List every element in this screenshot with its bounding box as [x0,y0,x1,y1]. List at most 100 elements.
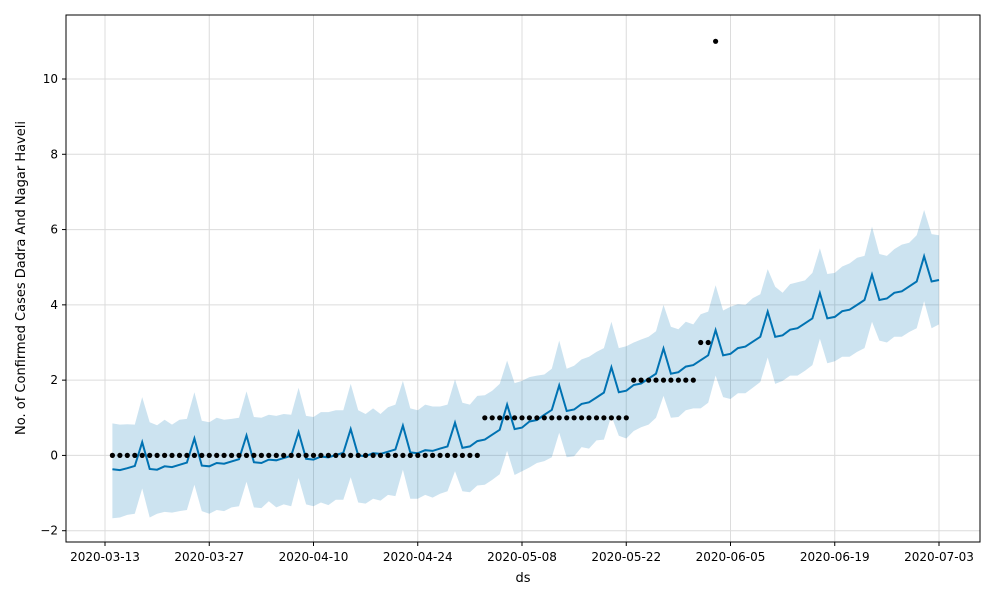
observed-point [459,452,465,458]
observed-point [221,452,227,458]
observed-point [601,415,607,421]
y-tick-label: −2 [40,524,58,538]
observed-point [668,377,674,383]
observed-point [109,452,115,458]
observed-point [363,452,369,458]
observed-point [519,415,525,421]
observed-point [705,339,711,346]
observed-point [683,377,689,383]
y-tick-label: 4 [50,298,58,312]
observed-point [579,415,585,421]
observed-point [631,377,637,383]
observed-point [132,452,138,458]
observed-point [593,415,600,421]
observed-point [608,415,615,421]
observed-point [124,452,130,458]
observed-point [310,452,317,458]
observed-point [370,452,376,458]
observed-point [162,452,168,458]
observed-point [243,452,250,458]
observed-point [571,415,577,421]
x-tick-label: 2020-04-10 [279,550,349,564]
observed-point [273,452,279,458]
y-tick-label: 6 [50,223,58,237]
x-tick-label: 2020-03-13 [70,550,140,564]
observed-point [303,452,309,458]
observed-point [377,452,384,458]
observed-point [184,452,190,458]
observed-point [675,377,682,383]
x-tick-label: 2020-03-27 [174,550,244,564]
observed-point [549,415,555,421]
observed-point [191,452,197,458]
observed-point [541,415,547,421]
observed-point [467,452,473,458]
observed-point [199,452,205,458]
x-tick-label: 2020-04-24 [383,550,453,564]
observed-point [318,452,324,458]
observed-point [340,452,346,458]
observed-point [251,452,257,458]
observed-point [229,452,235,458]
uncertainty-band [112,210,939,519]
observed-point [214,452,220,458]
observed-point [325,452,331,458]
observed-point [422,452,428,458]
x-axis-label: ds [515,571,530,586]
x-tick-label: 2020-05-08 [487,550,557,564]
y-tick-label: 2 [50,373,58,387]
observed-point [511,415,518,421]
observed-point [690,377,696,383]
observed-point [556,415,562,421]
observed-point [139,452,145,458]
observed-point [266,452,272,458]
x-tick-label: 2020-07-03 [904,550,974,564]
y-axis: −2 0 2 4 6 8 10 [40,72,66,538]
x-tick-label: 2020-06-19 [800,550,870,564]
observed-point [534,415,540,421]
observed-point [497,415,503,421]
observed-point [504,415,510,421]
observed-point [713,38,719,44]
observed-point [415,452,421,458]
observed-point [400,452,406,458]
observed-point [474,452,480,458]
observed-point [281,452,287,458]
observed-point [392,452,398,458]
observed-point [288,452,294,458]
observed-point [348,452,354,458]
observed-point [586,415,592,421]
observed-point [646,377,652,383]
observed-point [333,452,339,458]
observed-point [526,415,533,421]
observed-point [616,415,622,421]
observed-point [638,377,644,383]
observed-point [236,452,242,458]
x-tick-label: 2020-05-22 [591,550,661,564]
observed-points [109,38,719,458]
grid [66,15,980,542]
plot-frame [65,14,981,543]
observed-point [430,452,436,458]
y-axis-label: No. of Confirmed Cases Dadra And Nagar H… [14,121,29,435]
y-tick-label: 8 [50,147,58,161]
observed-point [206,452,212,458]
observed-point [623,415,629,421]
observed-point [653,377,659,383]
observed-point [489,415,495,421]
observed-point [452,452,458,458]
x-axis: 2020-03-13 2020-03-27 2020-04-10 2020-04-24… [70,542,974,564]
observed-point [660,377,667,383]
observed-point [154,452,160,458]
observed-point [355,452,361,458]
observed-point [296,452,302,458]
observed-point [698,339,704,346]
observed-point [169,452,175,458]
observed-point [444,452,451,458]
observed-point [385,452,391,458]
observed-point [176,452,183,458]
forecast-line [112,252,940,472]
observed-point [437,452,443,458]
y-tick-label: 10 [43,72,58,86]
